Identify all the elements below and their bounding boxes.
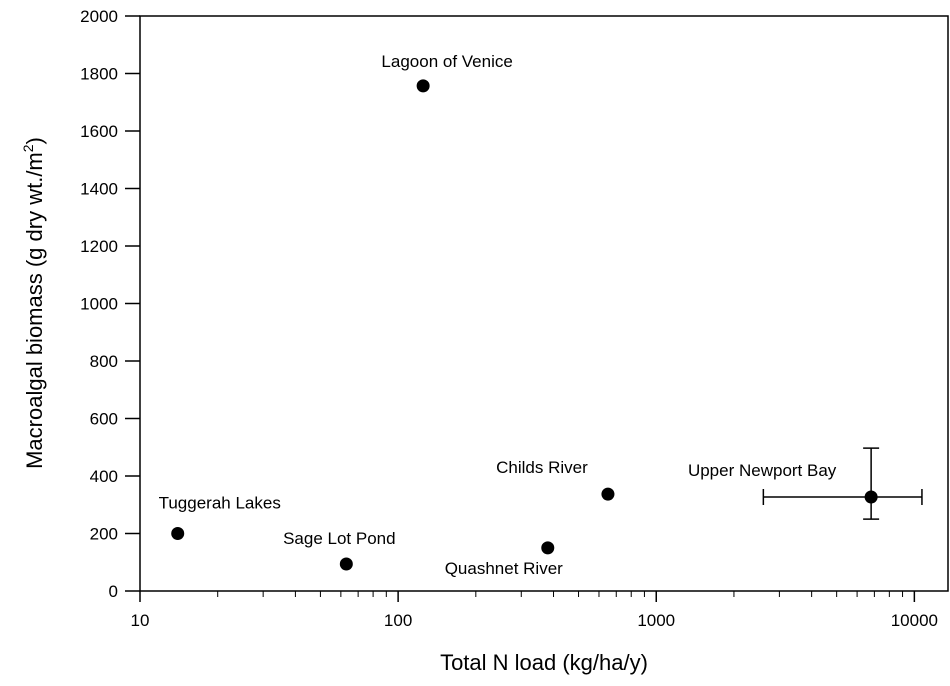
point-label: Quashnet River <box>445 559 563 578</box>
y-tick-label: 0 <box>109 582 118 601</box>
y-tick-label: 1200 <box>80 237 118 256</box>
y-tick-label: 1000 <box>80 295 118 314</box>
y-axis-title: Macroalgal biomass (g dry wt./m2) <box>20 137 47 469</box>
y-tick-label: 400 <box>90 467 118 486</box>
y-tick-label: 1600 <box>80 122 118 141</box>
point-label: Tuggerah Lakes <box>159 494 281 513</box>
point <box>864 490 878 504</box>
y-tick-label: 1400 <box>80 180 118 199</box>
y-tick-label: 1800 <box>80 65 118 84</box>
y-tick-label: 2000 <box>80 7 118 26</box>
point-label: Childs River <box>496 458 588 477</box>
y-tick-label: 600 <box>90 410 118 429</box>
x-tick-label: 10000 <box>891 611 938 630</box>
x-tick-label: 10 <box>131 611 150 630</box>
y-axis-title-sup: 2 <box>20 144 36 152</box>
point <box>171 527 185 540</box>
point-label: Sage Lot Pond <box>283 529 395 548</box>
x-tick-label: 100 <box>384 611 412 630</box>
x-tick-label: 1000 <box>637 611 675 630</box>
y-tick-label: 200 <box>90 525 118 544</box>
y-axis-title-end: ) <box>22 137 47 144</box>
point <box>541 541 555 555</box>
point-label: Lagoon of Venice <box>381 52 512 71</box>
y-tick-label: 800 <box>90 352 118 371</box>
point <box>416 79 430 93</box>
x-axis-title: Total N load (kg/ha/y) <box>440 650 648 675</box>
point <box>339 557 353 571</box>
point-label: Upper Newport Bay <box>688 461 837 480</box>
point <box>601 487 615 501</box>
y-axis-title-main: Macroalgal biomass (g dry wt./m <box>22 152 47 469</box>
